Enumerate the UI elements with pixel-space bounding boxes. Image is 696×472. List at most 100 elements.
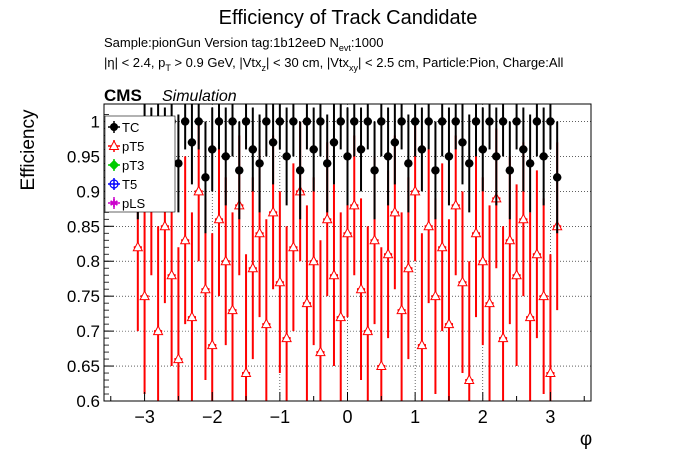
- legend-label-TC: TC: [122, 120, 139, 135]
- pT5-point: [315, 346, 326, 357]
- pT5-point: [267, 206, 279, 217]
- TC-point: [302, 117, 312, 126]
- pT5-point: [538, 290, 549, 301]
- pT5-point: [389, 206, 401, 217]
- TC-point: [410, 117, 420, 126]
- pT5-point: [531, 248, 543, 259]
- y-tick-label: 0.85: [67, 217, 100, 236]
- pT5-point: [484, 297, 495, 308]
- cut-vxy-sub: xy: [349, 63, 359, 73]
- pT5-point: [348, 199, 360, 210]
- nevt-value: :1000: [351, 35, 384, 50]
- TC-point: [539, 152, 548, 161]
- TC-point: [512, 117, 521, 126]
- pT5-point: [220, 255, 232, 266]
- pT5-point: [362, 325, 374, 336]
- pT5-point: [335, 311, 347, 322]
- pT5-point: [443, 318, 455, 329]
- pT5-point: [504, 234, 516, 245]
- TC-point: [228, 117, 237, 126]
- legend-marker-pLS: ✱: [109, 198, 118, 210]
- pT5-point: [369, 234, 380, 245]
- TC-point: [268, 138, 278, 147]
- TC-point: [431, 166, 440, 175]
- cut-vz-sub: z: [262, 63, 267, 73]
- TC-point: [180, 117, 190, 126]
- x-tick-label: 0: [342, 407, 352, 427]
- pT5-point: [247, 262, 259, 273]
- pT5-point: [416, 339, 428, 350]
- legend-label-pT5: pT5: [122, 139, 144, 154]
- pT5-point: [321, 213, 333, 224]
- pT5-point: [206, 339, 218, 350]
- pT5-point: [524, 311, 536, 322]
- TC-point: [241, 117, 251, 126]
- TC-point: [485, 117, 494, 126]
- TC-point: [492, 152, 501, 161]
- pT5-point: [470, 227, 482, 238]
- TC-point: [370, 166, 379, 175]
- pT5-point: [545, 366, 556, 378]
- y-tick-label: 0.95: [67, 147, 100, 166]
- pT5-point: [132, 241, 144, 252]
- pT5-point: [288, 241, 299, 252]
- legend-label-pLS: pLS: [122, 196, 145, 211]
- pT5-point: [152, 325, 164, 336]
- pT5-point: [477, 255, 489, 266]
- pT5-point: [518, 213, 529, 224]
- TC-point: [444, 152, 454, 161]
- pT5-point: [375, 359, 387, 371]
- TC-point: [275, 117, 285, 126]
- TC-point: [458, 138, 467, 147]
- legend-marker-TC: [110, 123, 118, 131]
- x-tick-label: −1: [270, 407, 291, 427]
- TC-point: [282, 152, 291, 161]
- TC-point: [552, 173, 562, 182]
- axes: −3 −2 −1 0 1 2 3 0.6 0.65 0.7 0.75 0.8 0.85 0.9 0.95 1: [67, 112, 585, 427]
- TC-point: [201, 173, 210, 182]
- pT5-point: [240, 366, 252, 378]
- legend-marker-pT3: [108, 159, 120, 171]
- y-tick-label: 0.75: [67, 287, 100, 306]
- TC-point: [424, 117, 433, 126]
- TC-point: [208, 145, 217, 154]
- TC-point: [377, 117, 386, 126]
- simulation-label: Simulation: [162, 88, 237, 105]
- nevt-subscript: evt: [339, 43, 352, 53]
- pT5-point: [179, 234, 191, 245]
- y-tick-label: 1: [91, 112, 100, 131]
- sample-line: Sample:pionGun Version tag:1b12eeD Nevt:…: [104, 35, 383, 53]
- cut-vz-rest: | < 30 cm, |Vtx: [266, 55, 349, 70]
- pT5-point: [430, 290, 441, 301]
- cut-pt-rest: > 0.9 GeV, |Vtx: [171, 55, 262, 70]
- pT5-point: [274, 276, 286, 287]
- legend: TC pT5 pT3 T5 ✱ pLS: [104, 115, 176, 213]
- TC-point: [471, 117, 481, 126]
- pT5-point: [166, 269, 177, 280]
- pT5-point: [396, 304, 407, 315]
- TC-point: [404, 159, 413, 168]
- TC-point: [262, 117, 271, 126]
- sample-text: Sample:pionGun Version tag:1b12eeD N: [104, 35, 339, 50]
- TC-point: [437, 117, 447, 126]
- pT5-point: [173, 353, 184, 364]
- TC-point: [255, 159, 264, 168]
- pT5-point: [261, 318, 272, 329]
- TC-point: [356, 145, 366, 154]
- pT5-point: [200, 283, 211, 294]
- TC-point: [397, 117, 406, 126]
- TC-point: [289, 117, 298, 126]
- legend-label-pT3: pT3: [122, 158, 144, 173]
- TC-point: [323, 159, 332, 168]
- pT5-point: [463, 373, 475, 385]
- cms-label: CMS: [104, 86, 142, 105]
- TC-point: [498, 117, 508, 126]
- pT5-point: [159, 220, 171, 231]
- y-tick-label: 0.65: [67, 357, 100, 376]
- TC-point: [532, 117, 542, 126]
- pT5-point: [213, 213, 225, 224]
- y-axis-label: Efficiency: [18, 109, 39, 190]
- pT5-point: [186, 311, 198, 322]
- TC-point: [174, 159, 183, 168]
